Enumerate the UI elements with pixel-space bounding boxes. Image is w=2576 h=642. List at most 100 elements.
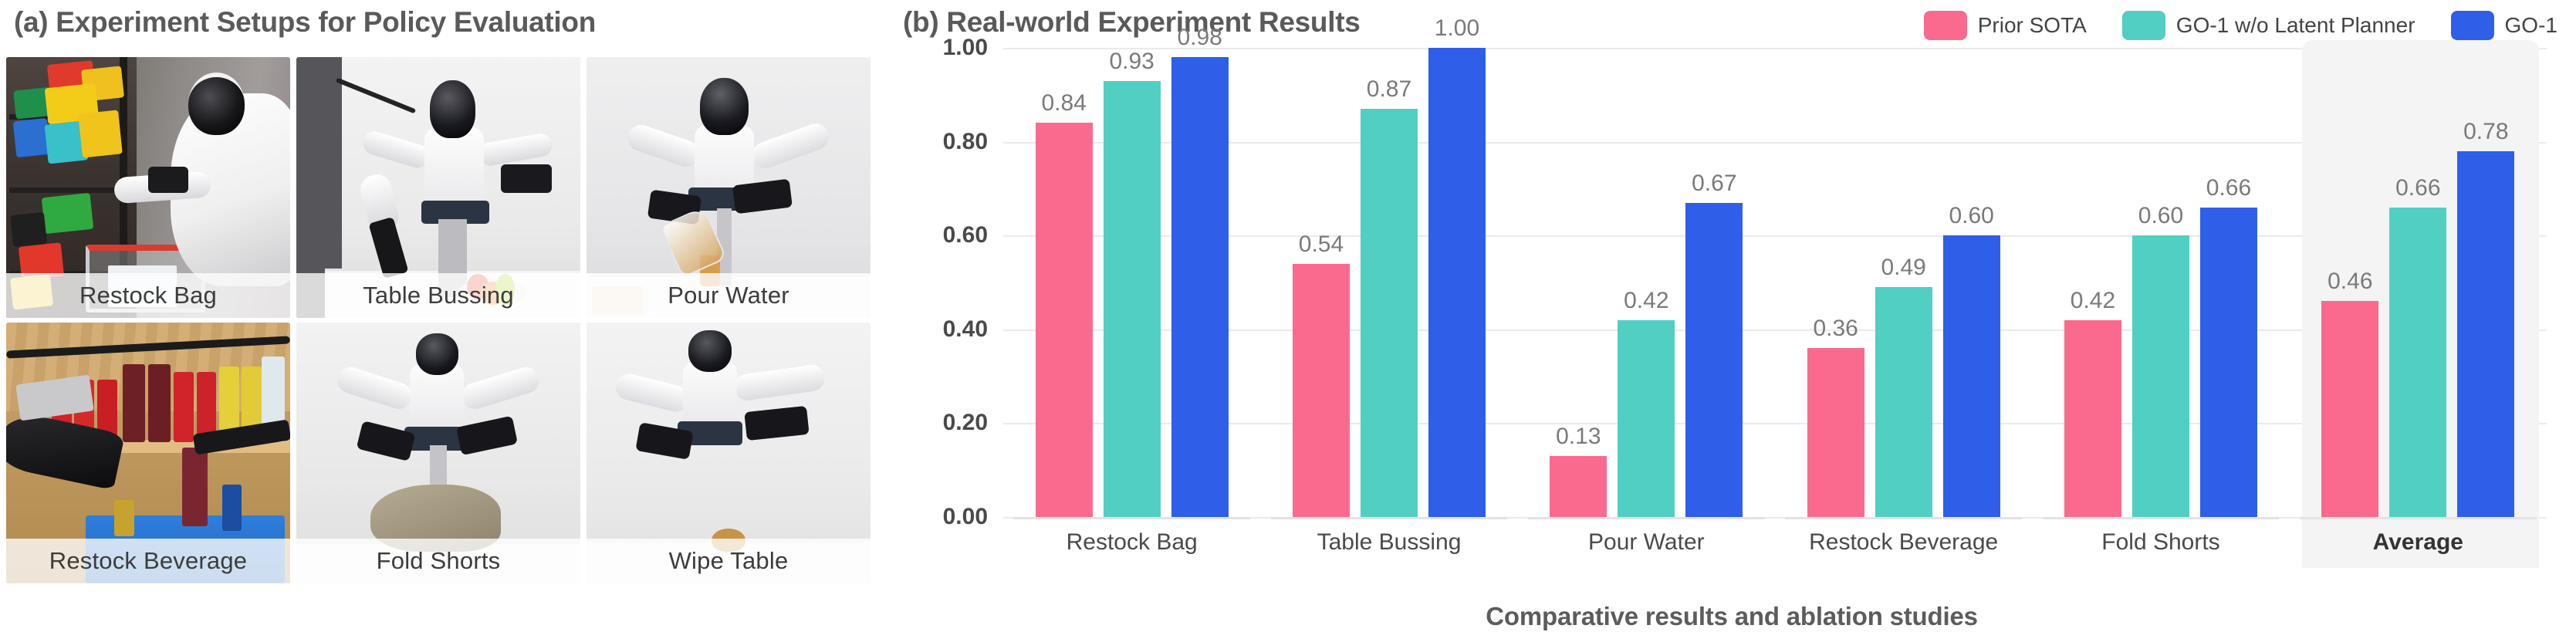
photo-card: Fold Shorts bbox=[296, 323, 580, 583]
bar-wrapper: 0.60 bbox=[1942, 48, 2000, 517]
photo-caption-band: Table Bussing bbox=[296, 273, 580, 318]
bar-wrapper: 0.60 bbox=[2131, 48, 2189, 517]
bars-container: 0.84 0.93 0.98 bbox=[1003, 25, 1260, 517]
photo-card: Pour Water bbox=[587, 57, 870, 318]
bar[interactable] bbox=[2131, 235, 2189, 517]
bar-value-label: 1.00 bbox=[1434, 15, 1480, 41]
bar-value-label: 0.54 bbox=[1298, 231, 1344, 257]
x-axis-tick-label: Table Bussing bbox=[1317, 529, 1462, 555]
bar-value-label: 0.49 bbox=[1881, 255, 1926, 281]
bar-value-label: 0.46 bbox=[2328, 269, 2373, 295]
bar[interactable] bbox=[1428, 48, 1486, 517]
bar-value-label: 0.66 bbox=[2395, 174, 2441, 201]
bar[interactable] bbox=[1685, 202, 1743, 517]
bar[interactable] bbox=[1875, 287, 1932, 517]
x-axis-tick-label: Restock Bag bbox=[1066, 529, 1198, 555]
bar[interactable] bbox=[1292, 263, 1350, 517]
bar-value-label: 0.98 bbox=[1177, 25, 1222, 51]
photo-caption-band: Restock Bag bbox=[6, 273, 290, 318]
bar[interactable] bbox=[1171, 57, 1229, 517]
gridline bbox=[1003, 235, 2547, 238]
photo-caption: Fold Shorts bbox=[376, 547, 501, 574]
bar[interactable] bbox=[1035, 123, 1093, 517]
bars-container: 0.54 0.87 1.00 bbox=[1260, 15, 1517, 517]
bar-wrapper: 0.87 bbox=[1360, 48, 1418, 517]
bars-container: 0.13 0.42 0.67 bbox=[1518, 48, 1775, 517]
bar-wrapper: 0.42 bbox=[1618, 48, 1675, 517]
photo-card: Table Bussing bbox=[296, 57, 580, 318]
bar-value-label: 0.87 bbox=[1366, 76, 1412, 103]
bar-wrapper: 0.98 bbox=[1171, 25, 1229, 517]
photo-caption-band: Restock Beverage bbox=[6, 539, 290, 583]
bar-wrapper: 0.84 bbox=[1035, 48, 1093, 517]
x-axis-tick-label: Fold Shorts bbox=[2101, 529, 2220, 555]
bar[interactable] bbox=[1618, 319, 1675, 517]
bar[interactable] bbox=[1942, 235, 2000, 517]
bar-wrapper: 0.42 bbox=[2064, 48, 2121, 517]
bar-wrapper: 0.46 bbox=[2321, 48, 2379, 517]
y-axis-tick-label: 0.00 bbox=[942, 504, 988, 529]
bar-wrapper: 0.78 bbox=[2457, 48, 2515, 517]
y-axis-tick-label: 1.00 bbox=[942, 35, 988, 60]
panel-b-title: (b) Real-world Experiment Results bbox=[903, 6, 1361, 38]
bar-wrapper: 0.13 bbox=[1550, 48, 1607, 517]
photo-caption: Wipe Table bbox=[668, 547, 789, 574]
bar-value-label: 0.36 bbox=[1813, 316, 1858, 342]
photo-caption-band: Wipe Table bbox=[587, 539, 870, 583]
bar-group: 0.42 0.60 0.66 Fold Shorts bbox=[2032, 48, 2289, 555]
panel-experiment-setups: (a) Experiment Setups for Policy Evaluat… bbox=[0, 0, 887, 642]
bar-value-label: 0.84 bbox=[1041, 90, 1087, 117]
bar[interactable] bbox=[2199, 207, 2257, 517]
legend-item[interactable]: Prior SOTA bbox=[1923, 11, 2087, 40]
group-axis-line bbox=[1527, 517, 1765, 519]
bars-container: 0.36 0.49 0.60 bbox=[1775, 48, 2032, 517]
bar[interactable] bbox=[1360, 109, 1418, 517]
bar[interactable] bbox=[2457, 150, 2515, 517]
bar-chart-plot-area: 0.84 0.93 0.98 Restock Bag 0.54 0.87 1.00 Table… bbox=[1003, 15, 2547, 568]
y-axis-tick-label: 0.40 bbox=[942, 316, 988, 342]
photo-caption-band: Pour Water bbox=[587, 273, 870, 318]
photo-card: Restock Beverage bbox=[6, 323, 290, 583]
photo-caption: Restock Bag bbox=[79, 282, 217, 309]
bar[interactable] bbox=[2064, 319, 2121, 517]
legend-item[interactable]: GO-1 w/o Latent Planner bbox=[2121, 11, 2415, 40]
bar-wrapper: 0.93 bbox=[1103, 48, 1161, 517]
bar-wrapper: 0.54 bbox=[1292, 48, 1350, 517]
bar-value-label: 0.78 bbox=[2463, 118, 2509, 144]
panel-experiment-results: (b) Real-world Experiment Results Prior … bbox=[887, 0, 2576, 642]
gridline bbox=[1003, 48, 2547, 49]
gridline bbox=[1003, 423, 2547, 425]
bar-value-label: 0.66 bbox=[2206, 174, 2252, 201]
photo-caption: Restock Beverage bbox=[49, 547, 248, 574]
y-axis-tick-label: 0.60 bbox=[942, 222, 988, 248]
group-axis-line bbox=[2042, 517, 2280, 519]
gridline bbox=[1003, 517, 2547, 519]
photo-grid: Restock Bag Table Bussing Pour Water Restoc… bbox=[6, 57, 880, 585]
x-axis-tick-label: Pour Water bbox=[1588, 529, 1705, 555]
bar[interactable] bbox=[2321, 301, 2379, 517]
figure-caption: Comparative results and ablation studies bbox=[1486, 602, 1978, 630]
bar[interactable] bbox=[1550, 455, 1607, 517]
legend-swatch-icon bbox=[1923, 11, 1967, 40]
y-axis-tick-label: 0.20 bbox=[942, 410, 988, 436]
bar-value-label: 0.60 bbox=[1949, 203, 1994, 229]
photo-caption: Table Bussing bbox=[363, 282, 514, 309]
legend-swatch-icon bbox=[2450, 11, 2494, 40]
legend-label: GO-1 bbox=[2504, 13, 2557, 37]
bar[interactable] bbox=[1807, 348, 1864, 517]
bar-value-label: 0.42 bbox=[2070, 287, 2116, 313]
photo-card: Wipe Table bbox=[587, 323, 870, 583]
y-axis-tick-label: 0.80 bbox=[942, 128, 988, 154]
photo-caption: Pour Water bbox=[668, 282, 789, 309]
bar-wrapper: 0.49 bbox=[1875, 48, 1932, 517]
legend-item[interactable]: GO-1 bbox=[2450, 11, 2557, 40]
x-axis-tick-label: Average bbox=[2372, 529, 2463, 555]
bar-wrapper: 0.66 bbox=[2199, 48, 2257, 517]
group-axis-line bbox=[1270, 517, 1508, 519]
bar[interactable] bbox=[2389, 207, 2447, 517]
group-axis-line bbox=[1785, 517, 2022, 519]
y-axis-labels: 0.00 0.20 0.40 0.60 0.80 1.00 bbox=[887, 35, 997, 529]
bar[interactable] bbox=[1103, 80, 1161, 517]
photo-caption-band: Fold Shorts bbox=[296, 539, 580, 583]
